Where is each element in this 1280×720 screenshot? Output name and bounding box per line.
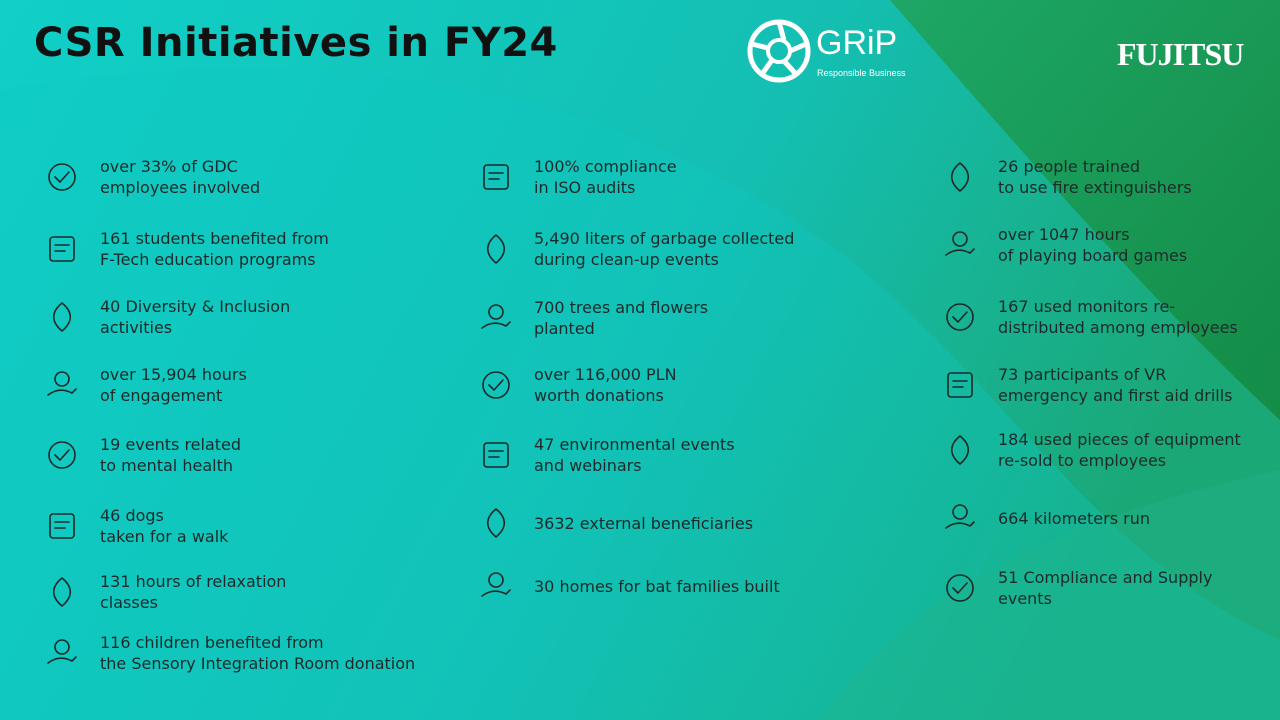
initiative: 131 hours of relaxation classes bbox=[100, 571, 286, 613]
icon bbox=[947, 372, 973, 398]
initiative: 51 Compliance and Supply events bbox=[998, 567, 1212, 609]
icon bbox=[946, 574, 974, 602]
initiative-text: 664 kilometers run bbox=[998, 509, 1150, 528]
initiative-text: 700 trees and flowers bbox=[534, 298, 709, 317]
grip-wordmark: GRiP bbox=[816, 24, 898, 62]
initiative-text: activities bbox=[100, 318, 173, 337]
initiative-text: 161 students benefited from bbox=[100, 229, 329, 248]
initiative-text: events bbox=[998, 589, 1052, 608]
initiative-text: 30 homes for bat families built bbox=[534, 577, 780, 596]
icon bbox=[945, 231, 975, 256]
icon bbox=[482, 371, 510, 399]
initiative: 664 kilometers run bbox=[998, 508, 1150, 529]
initiative-text: classes bbox=[100, 593, 158, 612]
initiative: 40 Diversity & Inclusion activities bbox=[100, 296, 290, 338]
initiative-text: 73 participants of VR bbox=[998, 365, 1167, 384]
icon bbox=[481, 304, 511, 329]
initiative: over 33% of GDC employees involved bbox=[100, 156, 260, 198]
icon bbox=[950, 162, 970, 192]
icon bbox=[950, 435, 970, 465]
grip-tagline: Responsible Business bbox=[817, 68, 906, 78]
initiative: 3632 external beneficiaries bbox=[534, 513, 753, 534]
initiative-text: over 33% of GDC bbox=[100, 157, 238, 176]
initiative: 184 used pieces of equipment re-sold to e… bbox=[998, 429, 1241, 471]
icon bbox=[48, 163, 76, 191]
grip-logo: GRiP Responsible Business bbox=[746, 18, 916, 84]
initiative: 100% compliance in ISO audits bbox=[534, 156, 677, 198]
initiative-text: 26 people trained bbox=[998, 157, 1141, 176]
initiative-text: 131 hours of relaxation bbox=[100, 572, 287, 591]
icon bbox=[52, 577, 72, 607]
initiative-text: F-Tech education programs bbox=[100, 250, 316, 269]
initiative: 5,490 liters of garbage collected during … bbox=[534, 228, 794, 270]
initiative: 167 used monitors re-distributed among e… bbox=[998, 296, 1238, 338]
icon bbox=[47, 371, 77, 396]
initiative-text: over 1047 hours bbox=[998, 225, 1130, 244]
initiative-text: emergency and first aid drills bbox=[998, 386, 1233, 405]
initiative-text: 47 environmental events bbox=[534, 435, 735, 454]
icon bbox=[481, 572, 511, 597]
initiative-text: 3632 external beneficiaries bbox=[534, 514, 754, 533]
initiative: 700 trees and flowers planted bbox=[534, 297, 708, 339]
initiative-text: to use fire extinguishers bbox=[998, 178, 1192, 197]
initiative: 46 dogs taken for a walk bbox=[100, 505, 228, 547]
icon bbox=[52, 302, 72, 332]
icon bbox=[486, 508, 506, 538]
initiative-text: re-sold to employees bbox=[998, 451, 1167, 470]
initiative-text: distributed among employees bbox=[998, 318, 1238, 337]
initiative: 47 environmental events and webinars bbox=[534, 434, 735, 476]
title: CSR Initiatives in FY24 bbox=[34, 20, 558, 66]
initiative-text: 116 children benefited from bbox=[100, 633, 324, 652]
icon bbox=[49, 513, 75, 539]
initiative-text: 46 dogs bbox=[100, 506, 164, 525]
initiative-text: 100% compliance bbox=[534, 157, 677, 176]
icon bbox=[483, 442, 509, 468]
initiative-text: over 116,000 PLN bbox=[534, 365, 677, 384]
initiative-text: planted bbox=[534, 319, 595, 338]
initiative: over 1047 hours of playing board games bbox=[998, 224, 1187, 266]
initiative: over 15,904 hours of engagement bbox=[100, 364, 247, 406]
initiative-text: 184 used pieces of equipment bbox=[998, 430, 1241, 449]
initiative-text: the Sensory Integration Room donation bbox=[100, 654, 416, 673]
icon bbox=[946, 303, 974, 331]
grip-emblem bbox=[747, 19, 811, 83]
initiative-text: during clean-up events bbox=[534, 250, 719, 269]
initiative-text: 5,490 liters of garbage collected bbox=[534, 229, 795, 248]
icon bbox=[48, 441, 76, 469]
icon bbox=[483, 164, 509, 190]
initiative-text: 40 Diversity & Inclusion bbox=[100, 297, 291, 316]
initiative-text: and webinars bbox=[534, 456, 642, 475]
initiative: 30 homes for bat families built bbox=[534, 576, 780, 597]
initiative-text: 19 events related bbox=[100, 435, 242, 454]
initiative: over 116,000 PLN worth donations bbox=[534, 364, 677, 406]
initiative: 26 people trained to use fire extinguishe… bbox=[998, 156, 1192, 198]
initiative-text: employees involved bbox=[100, 178, 261, 197]
initiative-text: 167 used monitors re- bbox=[998, 297, 1176, 316]
initiative-text: over 15,904 hours bbox=[100, 365, 247, 384]
icon bbox=[47, 639, 77, 664]
initiative: 116 children benefited from the Sensory I… bbox=[100, 632, 415, 674]
icon bbox=[486, 234, 506, 264]
initiative-text: of engagement bbox=[100, 386, 223, 405]
icon bbox=[49, 236, 75, 262]
initiative: 73 participants of VR emergency and first… bbox=[998, 364, 1233, 406]
initiative-text: of playing board games bbox=[998, 246, 1188, 265]
fujitsu-logo: FUJITSU bbox=[1117, 36, 1244, 72]
icon bbox=[945, 504, 975, 529]
initiative: 161 students benefited from F-Tech educat… bbox=[100, 228, 329, 270]
initiative-text: in ISO audits bbox=[534, 178, 636, 197]
initiative-text: to mental health bbox=[100, 456, 233, 475]
initiative-text: worth donations bbox=[534, 386, 664, 405]
initiative-text: taken for a walk bbox=[100, 527, 229, 546]
initiative: 19 events related to mental health bbox=[100, 434, 241, 476]
initiative-text: 51 Compliance and Supply bbox=[998, 568, 1213, 587]
